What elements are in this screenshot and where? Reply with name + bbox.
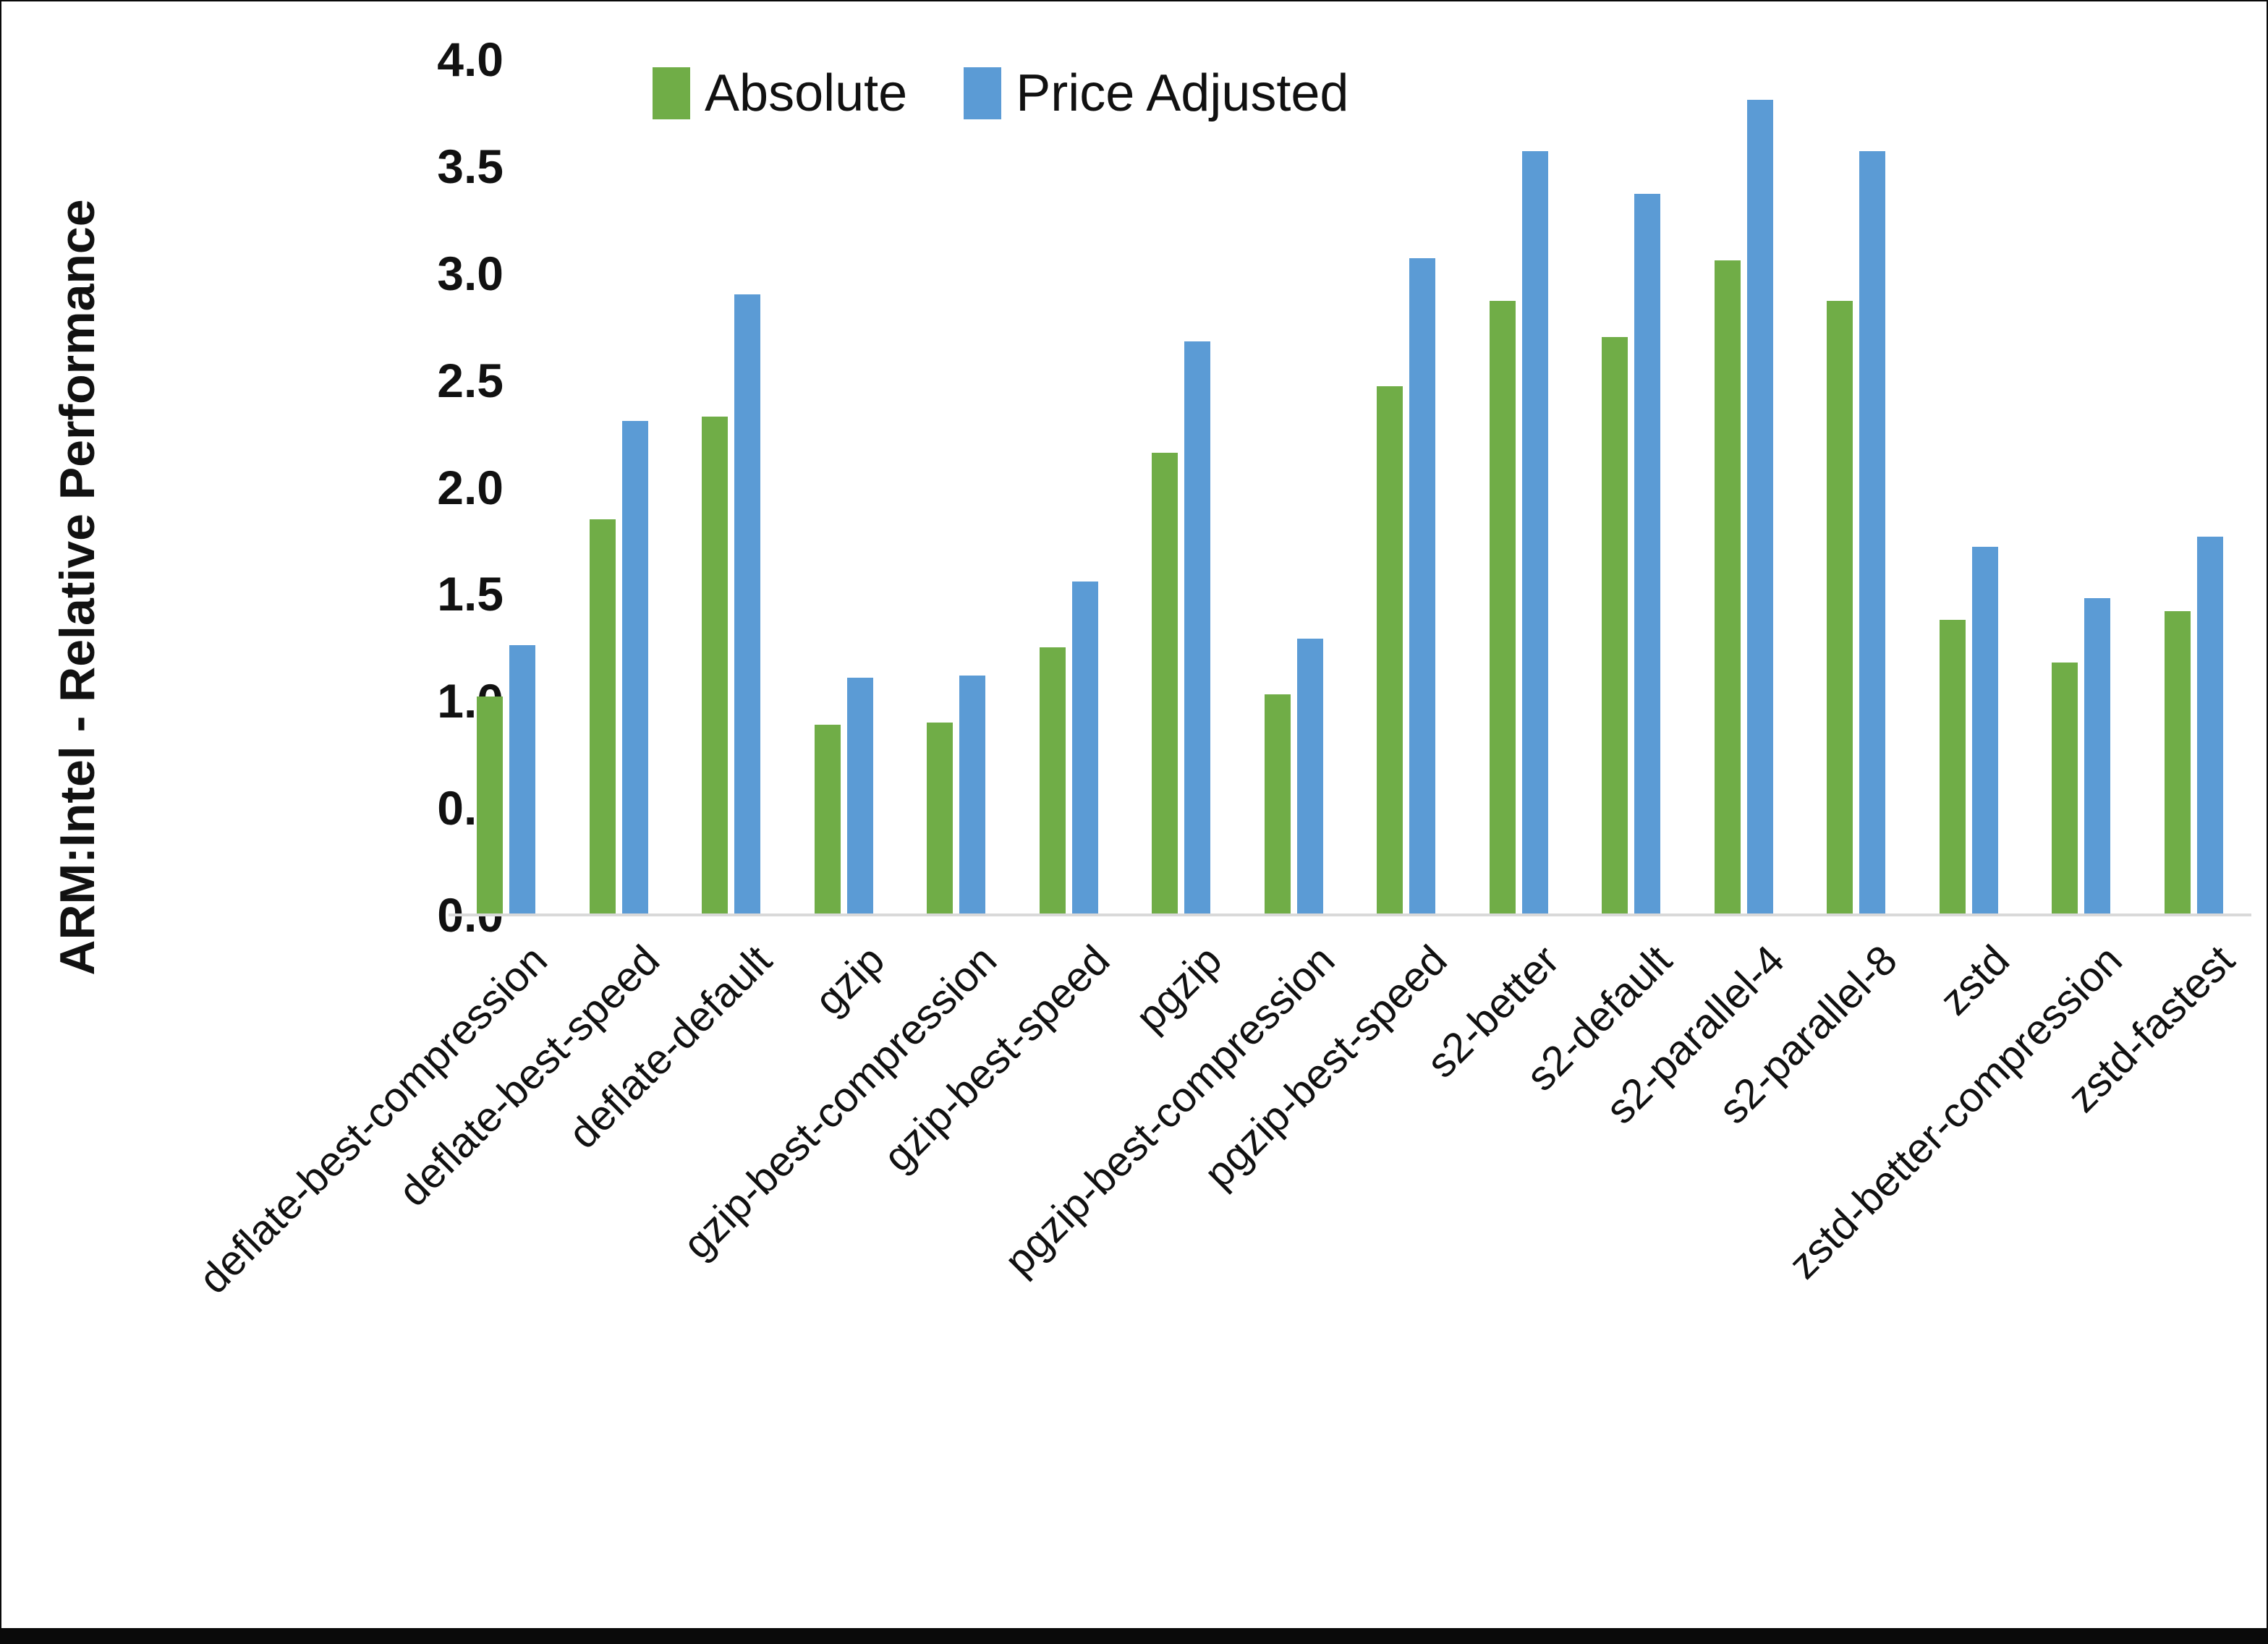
x-tick-label-gzip: gzip [805, 936, 893, 1024]
absolute-bar-gzip [814, 724, 841, 915]
absolute-bar-gzip-best-compression [927, 722, 954, 915]
y-tick-label: 1.5 [437, 567, 504, 621]
legend-item-absolute: Absolute [653, 64, 907, 123]
legend-label-absolute: Absolute [705, 64, 908, 122]
absolute-bar-deflate-default [702, 416, 729, 915]
price-adjusted-bar-pgzip-best-compression [1296, 639, 1323, 915]
absolute-bar-pgzip-best-speed [1377, 386, 1403, 915]
price-adjusted-bar-s2-better [1521, 151, 1548, 915]
absolute-bar-zstd-fastest [2164, 611, 2191, 915]
y-tick-label: 2.0 [437, 460, 504, 514]
price-adjusted-bar-s2-default [1634, 194, 1661, 915]
x-tick-label-zstd: zstd [1930, 936, 2018, 1024]
legend-label-price-adjusted: Price Adjusted [1016, 64, 1349, 122]
bottom-border-bar [1, 1628, 2267, 1643]
price-adjusted-bar-zstd-better-compression [2084, 598, 2111, 915]
y-tick-label: 3.0 [437, 246, 504, 300]
absolute-bar-s2-parallel-4 [1714, 260, 1741, 915]
price-adjusted-bar-s2-parallel-4 [1746, 100, 1773, 915]
absolute-bar-pgzip-best-compression [1264, 694, 1291, 915]
absolute-bar-deflate-best-compression [477, 697, 504, 915]
absolute-bar-pgzip [1152, 453, 1178, 915]
y-tick-label: 3.5 [437, 139, 504, 193]
price-adjusted-bar-s2-parallel-8 [1859, 151, 1886, 915]
price-adjusted-bar-deflate-best-speed [621, 420, 648, 915]
absolute-bar-s2-parallel-8 [1827, 301, 1853, 915]
price-adjusted-bar-deflate-default [734, 294, 761, 915]
absolute-bar-zstd-better-compression [2052, 663, 2078, 915]
y-axis-title: ARM:Intel - Relative Performance [50, 199, 105, 976]
absolute-bar-gzip-best-speed [1039, 647, 1066, 915]
price-adjusted-bar-gzip-best-speed [1071, 581, 1098, 915]
legend-item-price-adjusted: Price Adjusted [964, 64, 1349, 123]
price-adjusted-bar-gzip-best-compression [959, 675, 986, 915]
legend-swatch-price-adjusted-icon [964, 67, 1002, 119]
x-tick-label-deflate-default: deflate-default [559, 936, 781, 1158]
x-axis-line [449, 913, 2251, 916]
price-adjusted-bar-pgzip [1184, 341, 1211, 915]
price-adjusted-bar-gzip [846, 677, 873, 915]
y-tick-label: 4.0 [437, 33, 504, 86]
legend: Absolute Price Adjusted [653, 64, 1349, 123]
x-tick-label-pgzip: pgzip [1126, 936, 1231, 1041]
price-adjusted-bar-deflate-best-compression [509, 645, 536, 915]
price-adjusted-bar-zstd-fastest [2196, 536, 2223, 915]
absolute-bar-s2-default [1602, 337, 1628, 915]
y-tick-label: 2.5 [437, 353, 504, 407]
absolute-bar-s2-better [1489, 301, 1516, 915]
price-adjusted-bar-zstd [1971, 547, 1998, 915]
absolute-bar-deflate-best-speed [589, 519, 616, 915]
price-adjusted-bar-pgzip-best-speed [1409, 258, 1436, 915]
legend-swatch-absolute-icon [653, 67, 690, 119]
absolute-bar-zstd [1939, 619, 1966, 915]
